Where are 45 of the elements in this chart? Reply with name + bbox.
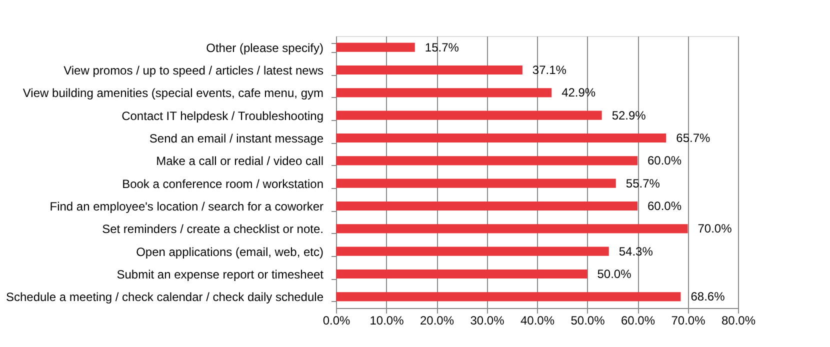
bar xyxy=(336,201,638,211)
x-tick-label: 60.0% xyxy=(620,314,656,328)
x-tick-label: 30.0% xyxy=(470,314,505,328)
data-label: 60.0% xyxy=(648,199,682,213)
data-label: 54.3% xyxy=(618,244,654,258)
x-tick-label: 80.0% xyxy=(721,314,756,328)
data-label: 37.1% xyxy=(532,63,567,77)
bar xyxy=(336,42,415,52)
bar xyxy=(336,246,609,256)
y-tick-label: View promos / up to speed / articles / latest news xyxy=(64,64,324,78)
data-label: 68.6% xyxy=(690,290,726,304)
bar xyxy=(336,110,602,120)
y-tick-label: Send an email / instant message xyxy=(149,132,324,146)
x-tick-label: 70.0% xyxy=(671,314,706,328)
y-tick-label: Contact IT helpdesk / Troubleshooting xyxy=(122,108,324,123)
y-tick-label: Other (please specify) xyxy=(206,40,324,55)
y-tick-label: Find an employee's location / search for a coworker xyxy=(50,200,324,214)
bar xyxy=(336,224,688,234)
bar xyxy=(336,133,666,143)
bar xyxy=(336,292,681,302)
bar xyxy=(336,156,638,166)
y-tick-label: Set reminders / create a checklist or note. xyxy=(102,222,324,236)
data-label: 15.7% xyxy=(424,40,460,54)
data-label: 42.9% xyxy=(562,86,596,100)
bar xyxy=(336,178,616,188)
data-label: 65.7% xyxy=(676,131,710,145)
bar xyxy=(336,88,552,98)
bar xyxy=(336,65,522,75)
y-tick-label: Schedule a meeting / check calendar / check daily schedule xyxy=(6,290,324,304)
data-label: 60.0% xyxy=(648,154,682,168)
y-tick-label: View building amenities (special events, cafe menu, gym xyxy=(22,86,324,100)
x-tick-label: 20.0% xyxy=(420,314,454,328)
x-tick-label: 40.0% xyxy=(520,314,555,328)
x-tick-label: 10.0% xyxy=(370,314,404,328)
y-tick-label: Book a conference room / workstation xyxy=(122,176,324,191)
y-tick-label: Submit an expense report or timesheet xyxy=(116,268,324,282)
x-tick-label: 50.0% xyxy=(570,314,606,328)
data-label: 50.0% xyxy=(597,267,632,281)
x-tick-label: 0.0% xyxy=(322,314,350,328)
data-label: 52.9% xyxy=(612,108,646,122)
bar xyxy=(336,269,588,279)
data-label: 70.0% xyxy=(698,222,732,236)
y-tick-label: Make a call or redial / video call xyxy=(156,154,324,168)
data-label: 55.7% xyxy=(626,176,660,190)
y-tick-label: Open applications (email, web, etc) xyxy=(136,244,324,259)
